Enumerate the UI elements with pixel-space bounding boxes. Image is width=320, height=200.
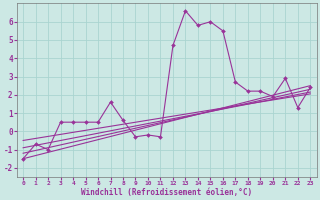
X-axis label: Windchill (Refroidissement éolien,°C): Windchill (Refroidissement éolien,°C) bbox=[81, 188, 252, 197]
